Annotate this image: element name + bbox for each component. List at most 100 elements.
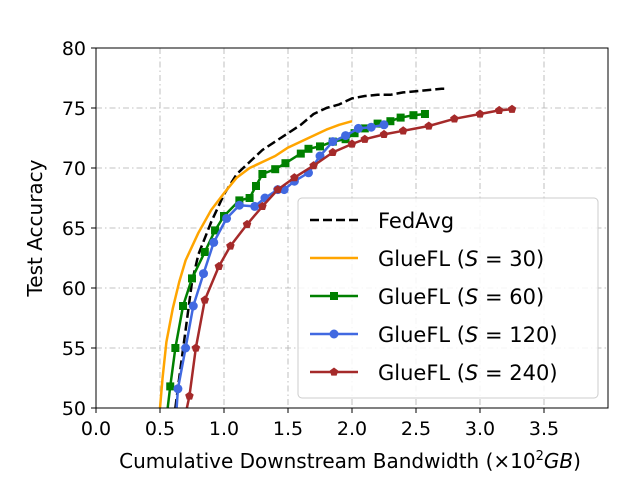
x-axis-label-unit: GB	[544, 449, 573, 473]
x-tick-label: 2.0	[337, 418, 367, 440]
data-point-marker	[304, 144, 313, 153]
data-point-marker	[373, 119, 382, 128]
data-point-marker	[290, 173, 299, 182]
data-point-marker	[316, 142, 324, 151]
data-point-marker	[475, 109, 485, 118]
data-point-marker	[188, 274, 196, 283]
data-point-marker	[173, 384, 183, 394]
data-point-marker	[281, 159, 290, 168]
legend-item: GlueFL (S = 120)	[310, 323, 558, 347]
data-point-marker	[350, 129, 359, 138]
data-point-marker	[507, 104, 517, 113]
data-point-marker	[258, 170, 267, 178]
data-point-marker	[398, 126, 408, 135]
y-tick-label: 65	[62, 218, 86, 240]
data-point-marker	[341, 131, 351, 141]
x-tick-label: 3.5	[529, 418, 559, 440]
data-point-marker	[211, 226, 220, 235]
data-point-marker	[199, 269, 209, 279]
series-line	[158, 119, 353, 408]
series-line	[174, 87, 448, 408]
legend: FedAvg GlueFL (S = 30) GlueFL (S = 60) Glue…	[297, 197, 599, 399]
y-tick-label: 50	[62, 398, 86, 420]
series-4	[185, 104, 517, 408]
y-tick-label: 70	[62, 158, 86, 180]
data-point-marker	[353, 123, 363, 133]
legend-item: GlueFL (S = 240)	[310, 361, 558, 385]
data-point-marker	[226, 241, 235, 250]
data-point-marker	[234, 200, 244, 210]
data-point-marker	[420, 110, 429, 118]
data-point-marker	[171, 344, 180, 352]
x-tick-label: 1.5	[273, 418, 303, 440]
legend-item: FedAvg	[310, 209, 454, 233]
y-axis-ticks: 50 55 60 65 70 75 80	[62, 38, 96, 420]
x-tick-label: 0.0	[81, 418, 111, 440]
y-tick-label: 75	[62, 98, 86, 120]
x-tick-label: 1.0	[209, 418, 239, 440]
legend-label: GlueFL (S = 60)	[378, 285, 544, 309]
data-point-marker	[450, 114, 459, 123]
x-axis-label-close: )	[573, 449, 581, 473]
data-point-marker	[296, 149, 305, 158]
data-point-marker	[347, 139, 357, 148]
x-tick-label: 0.5	[145, 418, 175, 440]
y-tick-label: 55	[62, 338, 86, 360]
data-point-marker	[309, 161, 318, 170]
series-1	[158, 119, 353, 408]
data-point-marker	[250, 201, 260, 211]
data-point-marker	[252, 182, 260, 190]
data-point-marker	[379, 129, 389, 139]
legend-item: GlueFL (S = 60)	[310, 285, 544, 309]
data-point-marker	[366, 122, 376, 132]
x-axis-label: Cumulative Downstream Bandwidth (×102GB)	[119, 449, 581, 473]
data-point-marker	[200, 295, 210, 304]
data-point-marker	[328, 147, 338, 157]
y-tick-label: 80	[62, 38, 86, 60]
data-point-marker	[185, 391, 194, 400]
series-lines	[158, 87, 517, 408]
data-point-marker	[191, 343, 201, 352]
legend-marker	[330, 292, 338, 300]
x-axis-label-text: Cumulative Downstream Bandwidth (×10	[119, 449, 535, 473]
legend-label: GlueFL (S = 240)	[378, 361, 558, 385]
data-point-marker	[214, 261, 224, 271]
data-point-marker	[328, 137, 338, 147]
series-0	[174, 87, 448, 408]
data-point-marker	[235, 196, 244, 205]
legend-label: GlueFL (S = 30)	[378, 247, 544, 271]
data-point-marker	[245, 194, 254, 202]
data-point-marker	[424, 121, 434, 130]
data-point-marker	[494, 105, 504, 115]
data-point-marker	[209, 237, 219, 247]
data-point-marker	[200, 248, 209, 256]
x-axis-ticks: 0.0 0.5 1.0 1.5 2.0 2.5 3.0 3.5	[81, 408, 559, 440]
data-point-marker	[179, 302, 188, 310]
y-axis-label: Test Accuracy	[23, 159, 47, 297]
data-point-marker	[222, 213, 232, 223]
x-axis-label-superscript: 2	[536, 449, 544, 464]
data-point-marker	[258, 201, 267, 211]
data-point-marker	[181, 343, 191, 353]
x-tick-label: 3.0	[465, 418, 495, 440]
legend-box	[297, 197, 599, 399]
data-point-marker	[166, 382, 175, 391]
legend-label: GlueFL (S = 120)	[378, 323, 558, 347]
data-point-marker	[273, 185, 283, 194]
legend-marker	[329, 367, 339, 376]
data-point-marker	[409, 111, 418, 120]
data-point-marker	[360, 134, 370, 143]
y-tick-label: 60	[62, 278, 86, 300]
legend-marker	[329, 329, 339, 339]
data-point-marker	[386, 117, 395, 126]
legend-item: GlueFL (S = 30)	[310, 247, 544, 271]
legend-label: FedAvg	[378, 209, 454, 233]
data-point-marker	[242, 219, 252, 229]
data-point-marker	[271, 165, 280, 174]
data-point-marker	[379, 120, 389, 130]
data-point-marker	[188, 301, 198, 311]
x-tick-label: 2.5	[401, 418, 431, 440]
data-point-marker	[396, 113, 405, 122]
